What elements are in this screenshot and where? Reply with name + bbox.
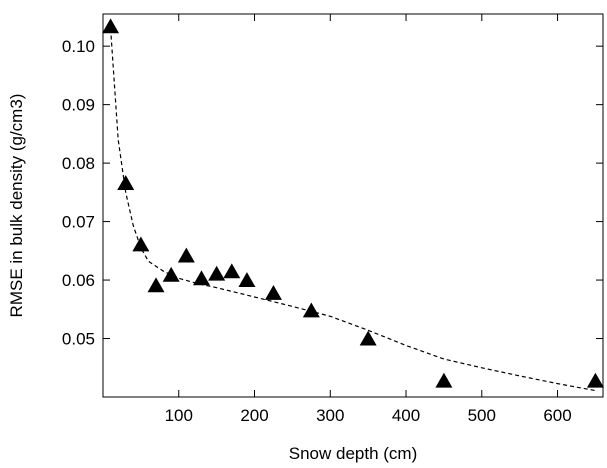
y-tick-label: 0.06 [62,271,95,290]
y-tick-label: 0.09 [62,96,95,115]
ticks-layer: 100 200 300 400 500 600 0.05 0.06 0.07 0.08 0.09 0.… [62,14,603,425]
data-point [102,18,120,34]
x-tick-label: 600 [543,406,571,425]
y-tick-label: 0.05 [62,330,95,349]
data-point [586,372,604,388]
data-point [359,330,377,346]
x-tick-label: 500 [468,406,496,425]
y-tick-label: 0.08 [62,154,95,173]
y-tick-label: 0.10 [62,37,95,56]
data-point [435,372,453,388]
data-point [238,272,256,288]
data-point [223,263,241,279]
y-axis-title: RMSE in bulk density (g/cm3) [7,94,26,318]
plot-frame [102,13,604,398]
data-point [132,236,150,252]
data-point [208,265,226,281]
data-point [162,266,180,282]
data-point [264,285,282,300]
data-point [117,175,135,190]
data-point [177,247,195,263]
data-point [192,270,210,286]
data-point [147,277,165,293]
x-tick-label: 400 [392,406,420,425]
x-axis-title: Snow depth (cm) [289,444,418,463]
fit-curve [110,28,596,392]
data-point [302,302,320,318]
y-tick-label: 0.07 [62,213,95,232]
x-tick-label: 100 [165,406,193,425]
x-tick-label: 300 [316,406,344,425]
x-tick-label: 200 [240,406,268,425]
points-layer [102,18,604,388]
